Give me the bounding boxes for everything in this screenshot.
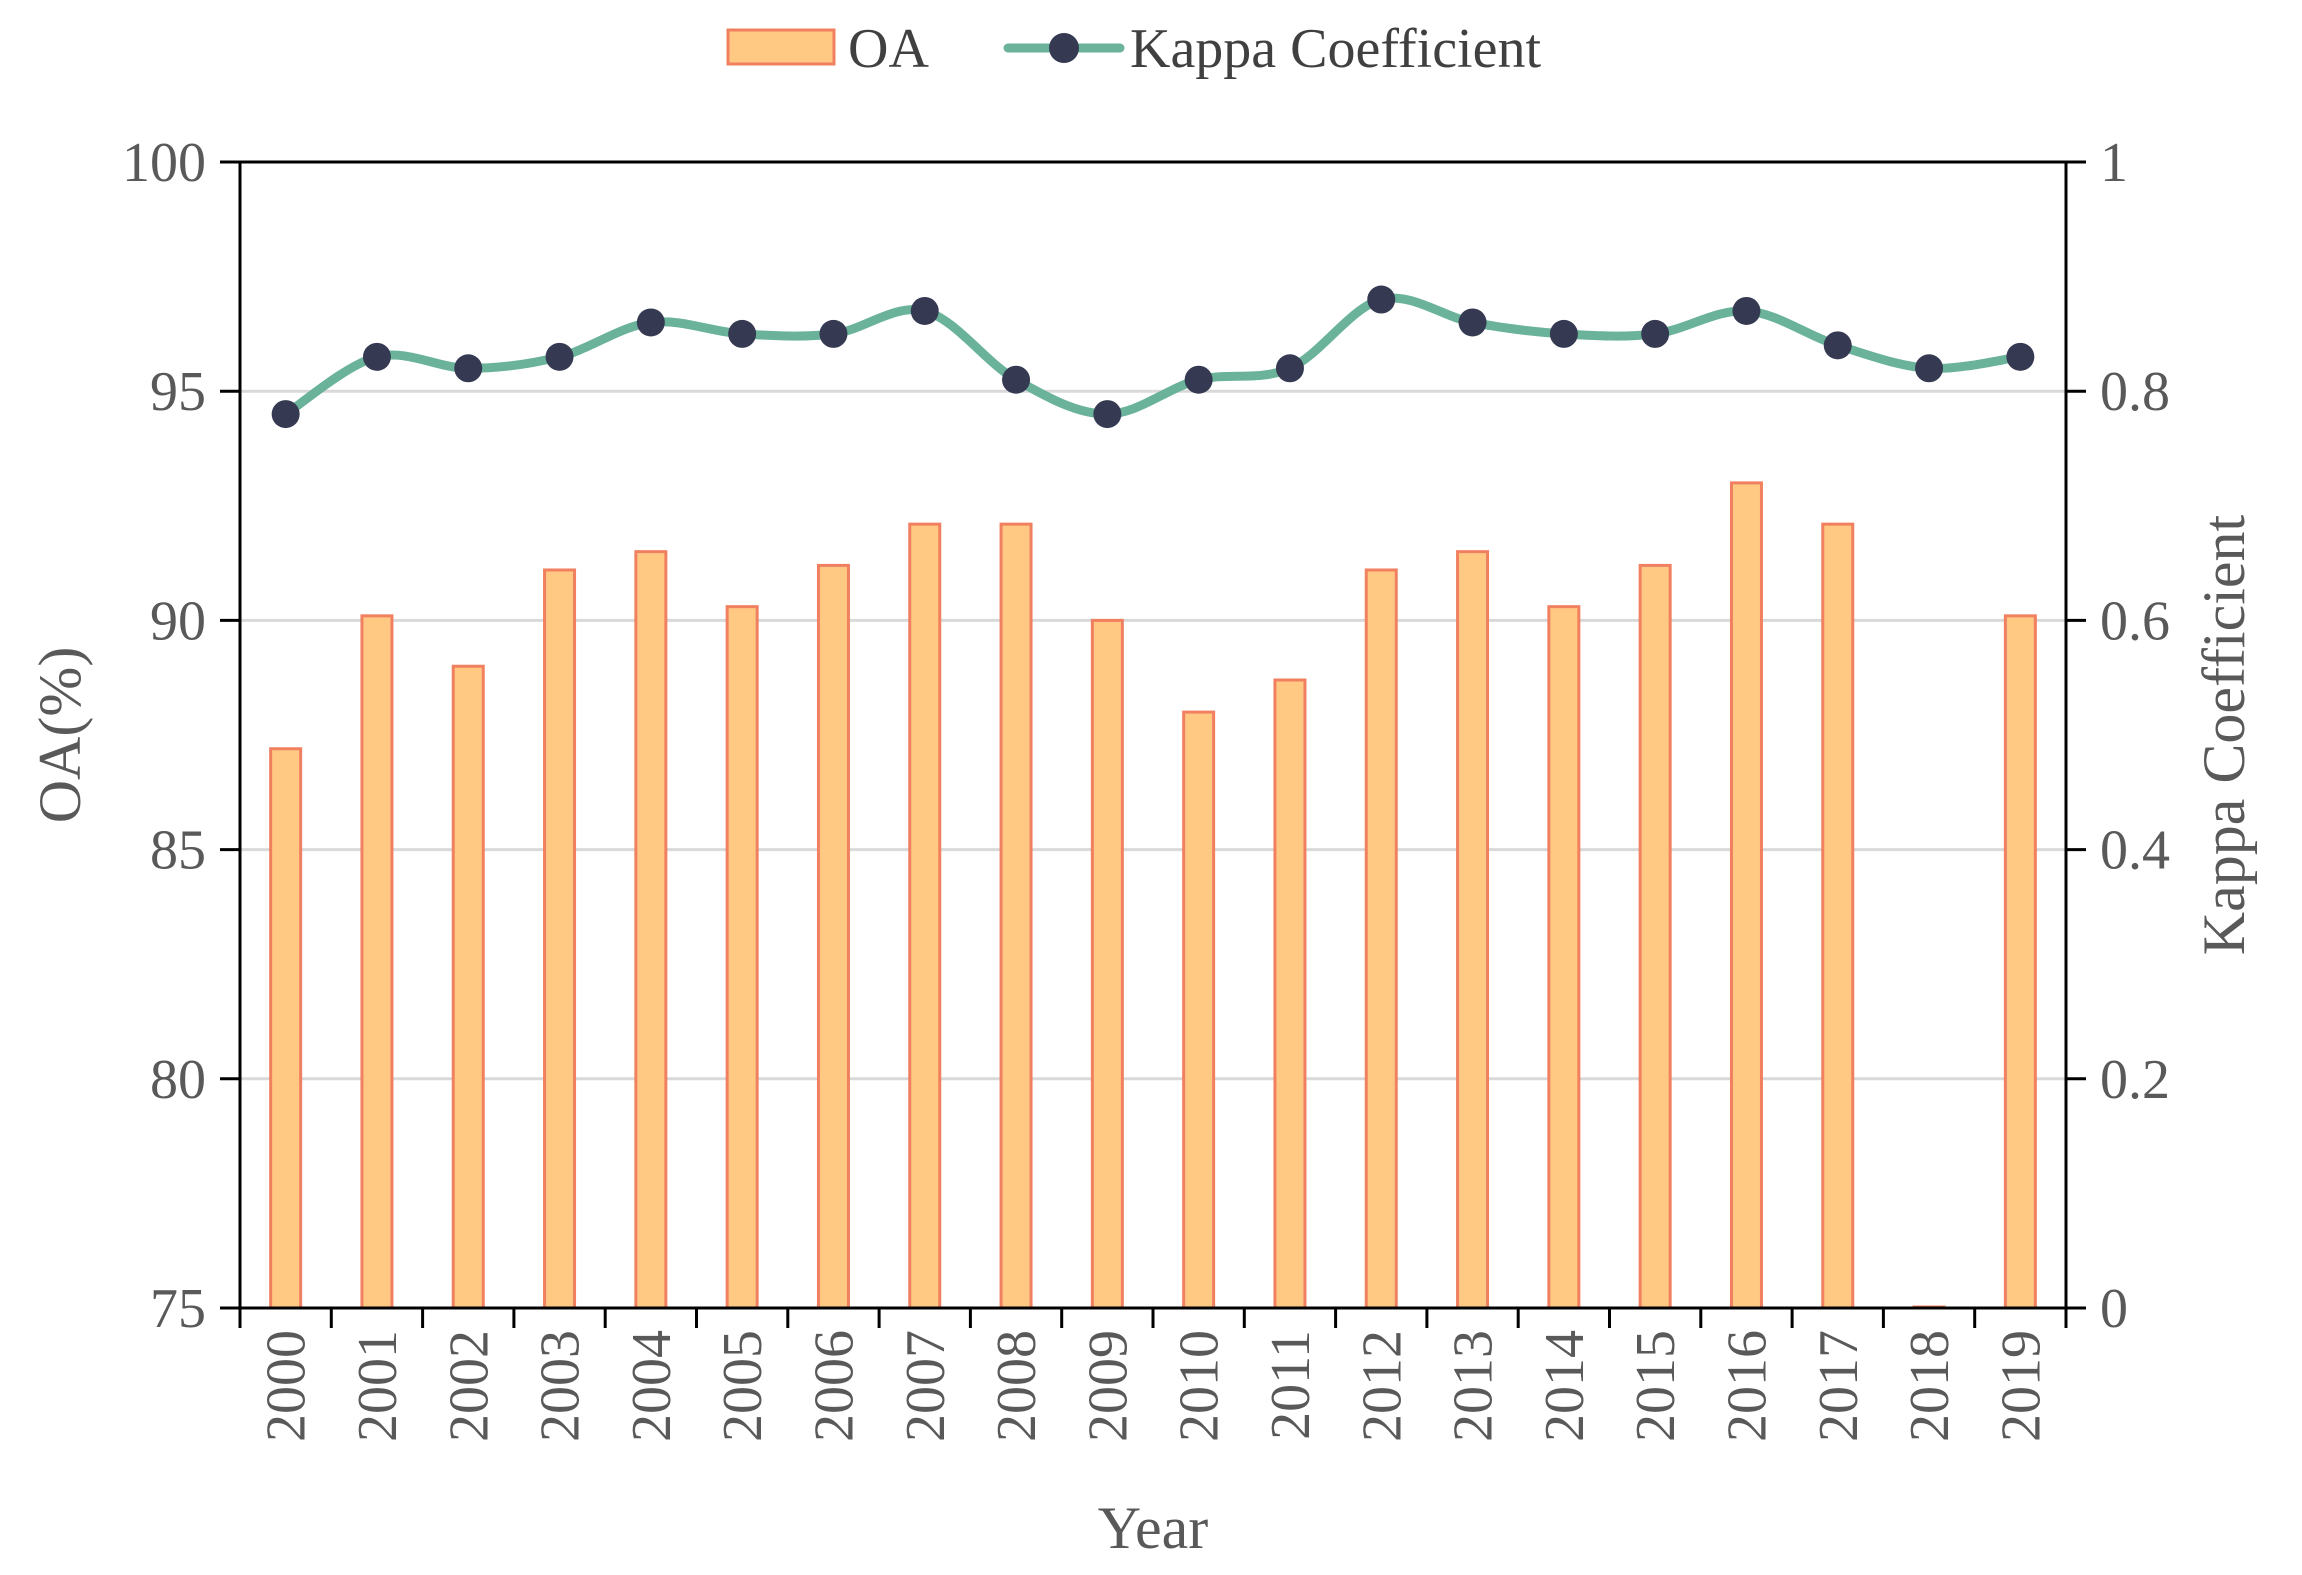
x-tick-label: 2010 bbox=[1169, 1330, 1231, 1442]
right-y-tick-label: 0.6 bbox=[2100, 590, 2170, 652]
x-tick-label: 2003 bbox=[530, 1330, 592, 1442]
right-y-tick-label: 0.4 bbox=[2100, 820, 2170, 882]
x-tick-label: 2015 bbox=[1625, 1330, 1687, 1442]
oa-bar bbox=[1547, 605, 1581, 1310]
oa-bar bbox=[360, 614, 394, 1310]
oa-bar bbox=[269, 747, 303, 1310]
kappa-marker bbox=[362, 342, 391, 371]
kappa-marker bbox=[910, 296, 939, 325]
kappa-marker bbox=[636, 308, 665, 337]
oa-bar bbox=[1273, 678, 1307, 1310]
kappa-marker bbox=[1641, 319, 1670, 348]
x-tick-label: 2013 bbox=[1443, 1330, 1505, 1442]
x-tick-label: 2009 bbox=[1077, 1330, 1139, 1442]
left-y-tick-label: 95 bbox=[150, 361, 206, 423]
x-tick-label: 2005 bbox=[712, 1330, 774, 1442]
oa-bar bbox=[1456, 550, 1490, 1310]
gridlines bbox=[240, 389, 2066, 1081]
left-y-tick-label: 90 bbox=[150, 590, 206, 652]
kappa-marker bbox=[454, 354, 483, 383]
right-y-tick-label: 0.2 bbox=[2100, 1049, 2170, 1111]
oa-bar bbox=[1364, 568, 1398, 1310]
x-tick-label: 2012 bbox=[1351, 1330, 1413, 1442]
x-tick-label: 2016 bbox=[1716, 1330, 1778, 1442]
kappa-marker bbox=[1093, 400, 1122, 429]
oa-bar bbox=[634, 550, 668, 1310]
right-y-tick-label: 1 bbox=[2100, 132, 2128, 194]
oa-bar bbox=[1182, 710, 1216, 1310]
oa-bar bbox=[1821, 522, 1855, 1310]
right-y-tick-label: 0.8 bbox=[2100, 361, 2170, 423]
kappa-marker bbox=[1275, 354, 1304, 383]
oa-bar bbox=[1090, 618, 1124, 1310]
kappa-line-path bbox=[281, 293, 2025, 419]
x-tick-label: 2018 bbox=[1899, 1330, 1961, 1442]
right-y-axis-title: Kappa Coefficient bbox=[2191, 514, 2257, 955]
kappa-marker bbox=[1002, 365, 1031, 394]
legend-kappa-label: Kappa Coefficient bbox=[1130, 18, 1541, 80]
oa-bar bbox=[451, 664, 485, 1310]
left-y-tick-label: 80 bbox=[150, 1049, 206, 1111]
x-axis-title: Year bbox=[1098, 1495, 1209, 1561]
left-y-axis-title: OA(%) bbox=[27, 647, 93, 824]
oa-bar bbox=[543, 568, 577, 1310]
x-tick-label: 2004 bbox=[621, 1330, 683, 1442]
oa-bar bbox=[2003, 614, 2037, 1310]
x-tick-label: 2008 bbox=[986, 1330, 1048, 1442]
kappa-marker bbox=[545, 342, 574, 371]
x-tick-label: 2011 bbox=[1260, 1330, 1322, 1440]
x-tick-label: 2014 bbox=[1534, 1330, 1596, 1442]
x-tick-label: 2000 bbox=[256, 1330, 318, 1442]
kappa-marker bbox=[1549, 319, 1578, 348]
oa-bars bbox=[269, 481, 2037, 1310]
kappa-marker bbox=[2006, 342, 2035, 371]
kappa-line bbox=[271, 285, 2035, 429]
kappa-marker bbox=[1732, 296, 1761, 325]
oa-bar bbox=[908, 522, 942, 1310]
legend-kappa-marker bbox=[1049, 33, 1079, 63]
legend-oa-swatch bbox=[726, 28, 836, 66]
left-y-tick-label: 85 bbox=[150, 820, 206, 882]
kappa-marker bbox=[819, 319, 848, 348]
left-y-tick-label: 100 bbox=[122, 132, 206, 194]
legend: OA Kappa Coefficient bbox=[726, 18, 1541, 80]
right-y-tick-label: 0 bbox=[2100, 1278, 2128, 1340]
left-y-tick-label: 75 bbox=[150, 1278, 206, 1340]
x-tick-label: 2019 bbox=[1990, 1330, 2052, 1442]
x-tick-label: 2002 bbox=[438, 1330, 500, 1442]
tick-labels: 75 0 80 0.2 85 0.4 90 0.6 95 0.8 100 1 2000 2001 2002 2… bbox=[122, 132, 2170, 1442]
x-tick-label: 2017 bbox=[1808, 1330, 1870, 1442]
oa-bar bbox=[999, 522, 1033, 1310]
kappa-marker bbox=[1367, 285, 1396, 314]
kappa-marker bbox=[728, 319, 757, 348]
oa-bar bbox=[1638, 563, 1672, 1310]
x-tick-label: 2001 bbox=[347, 1330, 409, 1442]
oa-bar bbox=[1729, 481, 1763, 1310]
oa-bar bbox=[725, 605, 759, 1310]
kappa-marker bbox=[1915, 354, 1944, 383]
kappa-marker bbox=[271, 400, 300, 429]
x-tick-label: 2006 bbox=[803, 1330, 865, 1442]
legend-oa-label: OA bbox=[848, 18, 929, 80]
kappa-marker bbox=[1184, 365, 1213, 394]
oa-bar bbox=[816, 563, 850, 1310]
kappa-marker bbox=[1823, 331, 1852, 360]
ticks bbox=[220, 160, 2086, 1328]
kappa-marker bbox=[1458, 308, 1487, 337]
x-tick-label: 2007 bbox=[895, 1330, 957, 1442]
